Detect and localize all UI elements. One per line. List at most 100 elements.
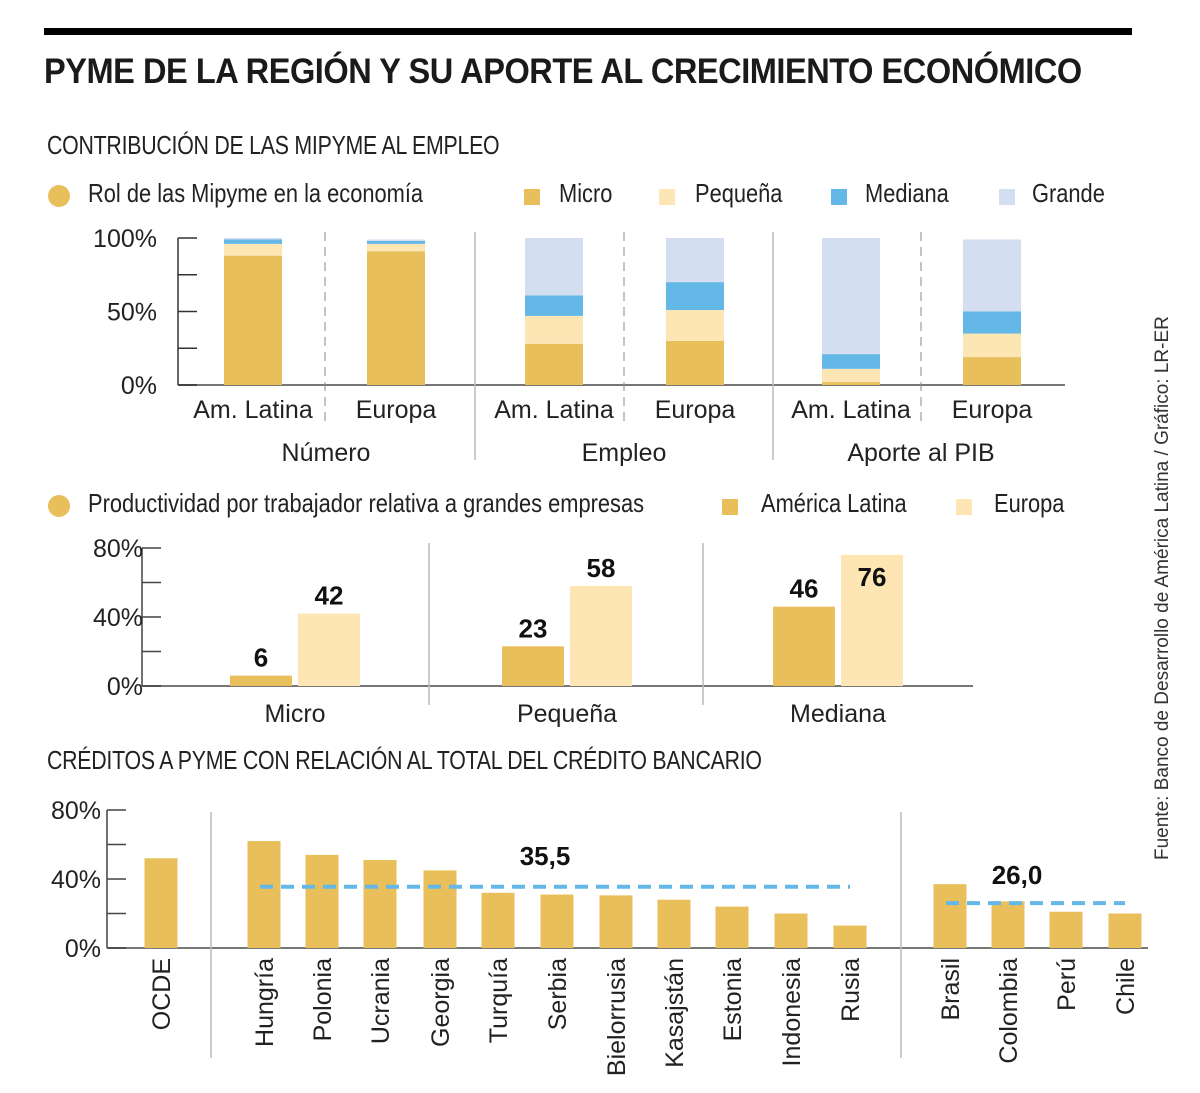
bar-segment-pequena: [963, 333, 1021, 358]
bar-europa: [841, 554, 903, 686]
x-tick-label: Europa: [356, 396, 437, 424]
bar-america-latina: [502, 646, 564, 686]
credit-heading: CRÉDITOS A PYME CON RELACIÓN AL TOTAL DE…: [47, 745, 762, 775]
chart2-title: Productividad por trabajador relativa a …: [88, 488, 645, 518]
legend-label-europa: Europa: [994, 488, 1065, 518]
x-tick-label: Colombia: [995, 958, 1023, 1064]
legend-label-mediana: Mediana: [865, 178, 949, 208]
x-tick-label: Turquía: [485, 958, 513, 1043]
data-label: 46: [790, 574, 819, 604]
legend-swatch-pequena: [659, 189, 675, 205]
bar-segment-pequena: [666, 310, 724, 341]
bar-segment-mediana: [963, 311, 1021, 334]
legend-productivity: Productividad por trabajador relativa a …: [46, 488, 1146, 522]
bar-perú: [1049, 911, 1083, 948]
bar-ocde: [144, 858, 178, 948]
x-tick-label: Mediana: [790, 700, 886, 728]
page-title: PYME DE LA REGIÓN Y SU APORTE AL CRECIMI…: [44, 52, 1082, 91]
x-tick-label: Rusia: [837, 958, 865, 1022]
bar-estonia: [715, 906, 749, 948]
legend-label-micro: Micro: [559, 178, 613, 208]
section-bullet-icon: [48, 495, 70, 517]
y-tick-label: 40%: [51, 866, 101, 894]
bar-segment-micro: [525, 343, 583, 385]
x-tick-label: Micro: [264, 700, 325, 728]
legend-swatch-micro: [524, 189, 540, 205]
bar-america-latina: [230, 675, 292, 686]
bar-segment-grande: [525, 238, 583, 296]
bar-serbia: [540, 894, 574, 948]
y-tick-label: 80%: [93, 535, 143, 563]
bar-segment-micro: [367, 251, 425, 385]
bar-segment-micro: [822, 382, 880, 385]
x-tick-label: Estonia: [719, 958, 747, 1041]
x-tick-label: Kasajstán: [661, 958, 689, 1068]
section-bullet-icon: [48, 185, 70, 207]
bar-polonia: [305, 854, 339, 948]
bar-segment-grande: [367, 239, 425, 241]
x-tick-label: OCDE: [148, 958, 176, 1030]
x-tick-label: Am. Latina: [193, 396, 313, 424]
y-tick-label: 0%: [121, 372, 157, 400]
y-tick-label: 80%: [51, 797, 101, 825]
bar-indonesia: [774, 913, 808, 948]
y-tick-label: 0%: [65, 935, 101, 963]
bar-kasajstán: [657, 899, 691, 948]
legend-swatch-america-latina: [722, 499, 738, 515]
x-tick-label: Am. Latina: [494, 396, 614, 424]
top-rule: [44, 28, 1132, 35]
x-tick-label: Chile: [1112, 958, 1140, 1015]
bar-segment-pequena: [525, 315, 583, 344]
bar-america-latina: [773, 606, 835, 686]
x-tick-label: Indonesia: [778, 958, 806, 1067]
group-label: Aporte al PIB: [847, 439, 994, 467]
average-label: 26,0: [992, 860, 1043, 890]
x-tick-label: Pequeña: [517, 700, 617, 728]
bar-segment-mediana: [822, 354, 880, 369]
source-note: Fuente: Banco de Desarrollo de América L…: [1152, 316, 1173, 860]
bar-segment-grande: [822, 238, 880, 355]
bar-rusia: [833, 925, 867, 948]
bar-europa: [298, 613, 360, 686]
legend-label-america-latina: América Latina: [761, 488, 907, 518]
bar-segment-pequena: [367, 243, 425, 252]
bar-segment-micro: [666, 340, 724, 385]
y-tick-label: 40%: [93, 604, 143, 632]
bar-segment-pequena: [224, 243, 282, 256]
bar-segment-mediana: [666, 282, 724, 311]
y-tick-label: 100%: [93, 225, 157, 253]
data-label: 42: [315, 581, 344, 611]
legend-stacked: Rol de las Mipyme en la economía Micro P…: [46, 178, 1146, 212]
chart1-title: Rol de las Mipyme en la economía: [88, 178, 424, 208]
legend-label-pequena: Pequeña: [695, 178, 783, 208]
data-label: 76: [858, 562, 887, 592]
y-tick-label: 50%: [107, 299, 157, 327]
bar-colombia: [991, 901, 1025, 948]
legend-swatch-grande: [999, 189, 1015, 205]
legend-swatch-europa: [956, 499, 972, 515]
group-label: Número: [282, 439, 371, 467]
bar-georgia: [423, 870, 457, 948]
y-tick-label: 0%: [107, 673, 143, 701]
x-tick-label: Bielorrusia: [603, 958, 631, 1076]
x-tick-label: Europa: [655, 396, 736, 424]
x-tick-label: Serbia: [544, 958, 572, 1030]
group-label: Empleo: [582, 439, 667, 467]
bar-segment-grande: [224, 238, 282, 240]
legend-label-grande: Grande: [1032, 178, 1105, 208]
x-tick-label: Georgia: [427, 958, 455, 1047]
x-tick-label: Am. Latina: [791, 396, 911, 424]
x-tick-label: Europa: [952, 396, 1033, 424]
legend-swatch-mediana: [831, 189, 847, 205]
x-tick-label: Polonia: [309, 958, 337, 1041]
bar-ucrania: [363, 860, 397, 948]
data-label: 6: [254, 643, 268, 673]
bar-chile: [1108, 913, 1142, 948]
bar-segment-micro: [963, 357, 1021, 385]
average-label: 35,5: [520, 841, 571, 871]
employment-heading: CONTRIBUCIÓN DE LAS MIPYME AL EMPLEO: [47, 130, 500, 160]
bar-bielorrusia: [599, 895, 633, 948]
